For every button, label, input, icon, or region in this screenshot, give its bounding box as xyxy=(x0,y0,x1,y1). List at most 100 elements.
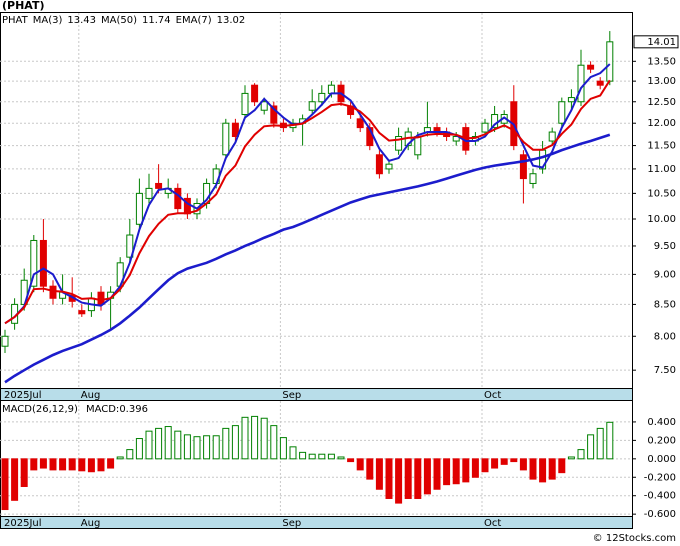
macd-bar xyxy=(510,458,518,463)
macd-bar xyxy=(87,458,95,473)
candle-body xyxy=(481,122,489,133)
macd-bar xyxy=(548,458,556,480)
legend-value: 13.02 xyxy=(217,15,246,26)
legend-label: EMA(7) xyxy=(176,15,212,26)
x-tick-label: 2025Jul xyxy=(4,390,42,401)
macd-bar xyxy=(193,436,201,460)
y-tick-label: 10.50 xyxy=(647,188,676,199)
y-tick-label: -0.400 xyxy=(644,491,676,502)
x-tick-label: Oct xyxy=(484,518,501,529)
macd-bar xyxy=(366,458,374,480)
macd-bar xyxy=(375,458,383,490)
y-tick-label: -0.200 xyxy=(644,472,676,483)
macd-bar xyxy=(558,458,566,474)
y-tick-label: 13.50 xyxy=(647,56,676,67)
y-tick-label: 9.00 xyxy=(654,269,676,280)
candle-body xyxy=(491,114,499,129)
macd-bar xyxy=(68,458,76,471)
legend-value: 0.396 xyxy=(119,404,148,415)
macd-bar xyxy=(270,425,278,460)
candle-body xyxy=(97,291,105,305)
macd-bar xyxy=(145,430,153,460)
chart-title: (PHAT) xyxy=(2,0,45,12)
candle-body xyxy=(308,101,316,111)
candle-body xyxy=(548,131,556,142)
macd-bar xyxy=(414,458,422,499)
macd-bar xyxy=(203,435,211,460)
macd-bar xyxy=(443,458,451,486)
y-tick-label: 12.50 xyxy=(647,97,676,108)
date-strip xyxy=(0,516,633,529)
macd-bar xyxy=(577,449,585,460)
candle-body xyxy=(385,163,393,170)
y-tick-label: 0.400 xyxy=(647,417,676,428)
candle-body xyxy=(222,122,230,156)
macd-bar xyxy=(395,458,403,504)
macd-bar xyxy=(107,458,115,469)
candle-body xyxy=(414,136,422,156)
macd-bar xyxy=(299,451,307,460)
macd-bar xyxy=(567,456,575,460)
macd-bar xyxy=(433,458,441,490)
macd-bar xyxy=(279,437,287,460)
macd-bar xyxy=(20,458,28,487)
legend-label: MA(50) xyxy=(101,15,137,26)
macd-bar xyxy=(174,430,182,460)
line-series xyxy=(4,133,611,384)
legend-label: MA(3) xyxy=(33,15,63,26)
macd-bar xyxy=(222,427,230,460)
last-price-label: 14.01 xyxy=(647,37,676,48)
macd-bar xyxy=(212,435,220,460)
candle-body xyxy=(135,192,143,225)
macd-bar xyxy=(529,458,537,480)
macd-bar xyxy=(327,453,335,460)
candle-body xyxy=(174,187,182,210)
macd-bar xyxy=(126,449,134,460)
x-tick-label: Sep xyxy=(282,390,301,401)
macd-bar xyxy=(452,458,460,485)
line-series xyxy=(4,63,611,325)
candle-body xyxy=(567,97,575,103)
candle-body xyxy=(519,154,527,180)
x-tick-label: Aug xyxy=(81,518,101,529)
x-tick-label: Sep xyxy=(282,518,301,529)
macd-bar xyxy=(241,416,249,460)
candle-body xyxy=(596,80,604,86)
macd-bar xyxy=(385,458,393,499)
candle-body xyxy=(1,335,9,347)
macd-bar xyxy=(164,426,172,460)
macd-bar xyxy=(481,458,489,473)
macd-bar xyxy=(596,427,604,460)
x-tick-label: 2025Jul xyxy=(4,518,42,529)
candle-body xyxy=(155,182,163,189)
macd-bar xyxy=(347,458,355,463)
macd-bar xyxy=(500,458,508,465)
panel-title: MACD(26,12,9) xyxy=(2,404,78,415)
y-tick-label: 0.000 xyxy=(647,454,676,465)
candle-body xyxy=(231,122,239,138)
macd-bar xyxy=(260,417,268,460)
macd-bar xyxy=(308,453,316,460)
macd-bar xyxy=(519,458,527,471)
legend-ticker: PHAT xyxy=(2,15,29,26)
candle-body xyxy=(395,136,403,151)
y-tick-label: 11.50 xyxy=(647,141,676,152)
candle-body xyxy=(241,92,249,116)
legend-label: MACD: xyxy=(86,404,119,415)
macd-bar xyxy=(404,458,412,499)
footer: © 12Stocks.com xyxy=(593,533,676,544)
candle-body xyxy=(375,154,383,175)
macd-bar xyxy=(49,458,57,471)
y-tick-label: 10.00 xyxy=(647,214,676,225)
candle-body xyxy=(270,105,278,124)
legend-value: 13.43 xyxy=(67,15,96,26)
legend-value: 11.74 xyxy=(142,15,171,26)
macd-bar xyxy=(155,427,163,460)
y-tick-label: 9.50 xyxy=(654,241,676,252)
line-series xyxy=(4,79,611,325)
candle-body xyxy=(452,136,460,142)
candle-body xyxy=(145,187,153,199)
candle-body xyxy=(78,310,86,315)
macd-bar xyxy=(1,458,9,511)
